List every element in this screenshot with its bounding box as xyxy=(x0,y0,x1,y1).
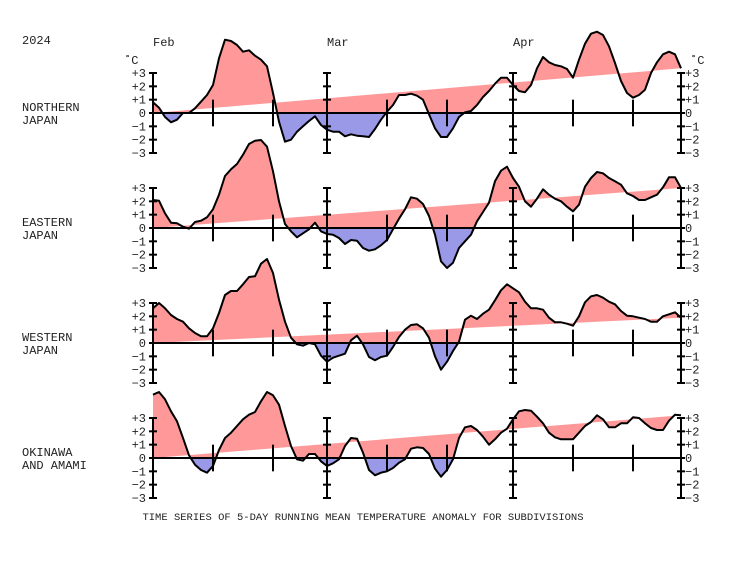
y-tick-label-left: −1 xyxy=(132,465,146,479)
negative-anomaly-area xyxy=(153,458,454,477)
y-tick-label-right: −1 xyxy=(685,235,699,249)
panel-label-line2: JAPAN xyxy=(22,114,58,128)
y-tick-label-left: −2 xyxy=(132,249,146,263)
y-tick-label-right: +3 xyxy=(685,297,699,311)
y-tick-label-right: −1 xyxy=(685,465,699,479)
y-tick-label-left: +1 xyxy=(132,324,146,338)
y-tick-label-left: +3 xyxy=(132,182,146,196)
y-tick-label-left: +3 xyxy=(132,67,146,81)
positive-anomaly-area xyxy=(153,259,681,343)
y-tick-label-left: +2 xyxy=(132,425,146,439)
panel-label-line2: AND AMAMI xyxy=(22,459,87,473)
y-tick-label-left: 0 xyxy=(139,452,146,466)
y-tick-label-left: +1 xyxy=(132,209,146,223)
negative-anomaly-area xyxy=(153,228,474,268)
y-tick-label-right: +2 xyxy=(685,195,699,209)
y-tick-label-left: −3 xyxy=(132,147,146,161)
y-tick-label-right: −3 xyxy=(685,262,699,276)
panel-eastern: EASTERN JAPAN xyxy=(22,216,72,243)
positive-anomaly-area xyxy=(153,31,681,113)
y-tick-label-right: +1 xyxy=(685,209,699,223)
negative-anomaly-area xyxy=(153,113,465,142)
y-tick-label-right: +1 xyxy=(685,94,699,108)
y-tick-label-right: −3 xyxy=(685,492,699,506)
y-tick-label-right: −3 xyxy=(685,377,699,391)
panel-plot: +3 +3+2 +2+1 +10 0−1 −1−2 −2−3 −3 xyxy=(132,139,699,276)
y-tick-label-left: −1 xyxy=(132,350,146,364)
panel-plot: +3 +3+2 +2+1 +10 0−1 −1−2 −2−3 −3 xyxy=(132,30,699,161)
y-tick-label-right: −1 xyxy=(685,120,699,134)
y-tick-label-left: +3 xyxy=(132,297,146,311)
panel-okinawa: OKINAWA AND AMAMI xyxy=(22,446,87,473)
y-tick-label-left: +2 xyxy=(132,195,146,209)
y-tick-label-right: +3 xyxy=(685,67,699,81)
chart-caption: TIME SERIES OF 5-DAY RUNNING MEAN TEMPER… xyxy=(142,512,583,524)
y-tick-label-right: −2 xyxy=(685,134,699,148)
y-tick-label-right: +3 xyxy=(685,412,699,426)
y-tick-label-left: −1 xyxy=(132,235,146,249)
y-tick-label-right: −2 xyxy=(685,364,699,378)
year-label: 2024 xyxy=(22,34,51,48)
positive-anomaly-area xyxy=(153,140,681,228)
anomaly-line xyxy=(152,139,682,269)
panel-northern: NORTHERN JAPAN xyxy=(22,101,80,128)
y-tick-label-left: −3 xyxy=(132,262,146,276)
y-tick-label-right: 0 xyxy=(685,107,692,121)
y-tick-label-left: −1 xyxy=(132,120,146,134)
y-tick-label-right: −1 xyxy=(685,350,699,364)
y-tick-label-right: −3 xyxy=(685,147,699,161)
y-tick-label-left: −2 xyxy=(132,364,146,378)
unit-label-left: ˚C xyxy=(124,54,138,68)
y-tick-label-right: +3 xyxy=(685,182,699,196)
panel-label-line1: WESTERN xyxy=(22,331,72,345)
y-tick-label-left: −3 xyxy=(132,377,146,391)
y-tick-label-left: +2 xyxy=(132,80,146,94)
y-tick-label-left: +1 xyxy=(132,439,146,453)
y-tick-label-right: 0 xyxy=(685,222,692,236)
panel-plot: +3 +3+2 +2+1 +10 0−1 −1−2 −2−3 −3 xyxy=(132,258,699,391)
anomaly-line xyxy=(152,258,682,371)
y-tick-label-right: +2 xyxy=(685,310,699,324)
negative-anomaly-area xyxy=(153,343,459,370)
y-tick-label-left: +1 xyxy=(132,94,146,108)
y-tick-label-right: −2 xyxy=(685,249,699,263)
panel-label-line2: JAPAN xyxy=(22,344,58,358)
y-tick-label-left: +2 xyxy=(132,310,146,324)
panel-label-line2: JAPAN xyxy=(22,229,58,243)
positive-anomaly-area xyxy=(153,392,681,458)
y-tick-label-left: −2 xyxy=(132,479,146,493)
panel-western: WESTERN JAPAN xyxy=(22,331,72,358)
y-tick-label-right: +1 xyxy=(685,439,699,453)
month-label-mar: Mar xyxy=(327,36,349,50)
y-tick-label-right: +1 xyxy=(685,324,699,338)
y-tick-label-left: 0 xyxy=(139,337,146,351)
y-tick-label-right: 0 xyxy=(685,337,692,351)
y-tick-label-left: 0 xyxy=(139,107,146,121)
y-tick-label-left: −2 xyxy=(132,134,146,148)
panel-plot: +3 +3+2 +2+1 +10 0−1 −1−2 −2−3 −3 xyxy=(132,391,699,506)
unit-label-right: ˚C xyxy=(690,54,704,68)
panel-label-line1: OKINAWA xyxy=(22,446,73,460)
y-tick-label-left: −3 xyxy=(132,492,146,506)
anomaly-line xyxy=(152,391,682,478)
y-tick-label-right: +2 xyxy=(685,425,699,439)
y-tick-label-right: −2 xyxy=(685,479,699,493)
month-label-apr: Apr xyxy=(513,36,535,50)
anomaly-line xyxy=(152,30,682,143)
y-tick-label-right: 0 xyxy=(685,452,692,466)
y-tick-label-left: +3 xyxy=(132,412,146,426)
panel-label-line1: NORTHERN xyxy=(22,101,80,115)
month-label-feb: Feb xyxy=(153,36,175,50)
panel-label-line1: EASTERN xyxy=(22,216,72,230)
y-tick-label-right: +2 xyxy=(685,80,699,94)
y-tick-label-left: 0 xyxy=(139,222,146,236)
